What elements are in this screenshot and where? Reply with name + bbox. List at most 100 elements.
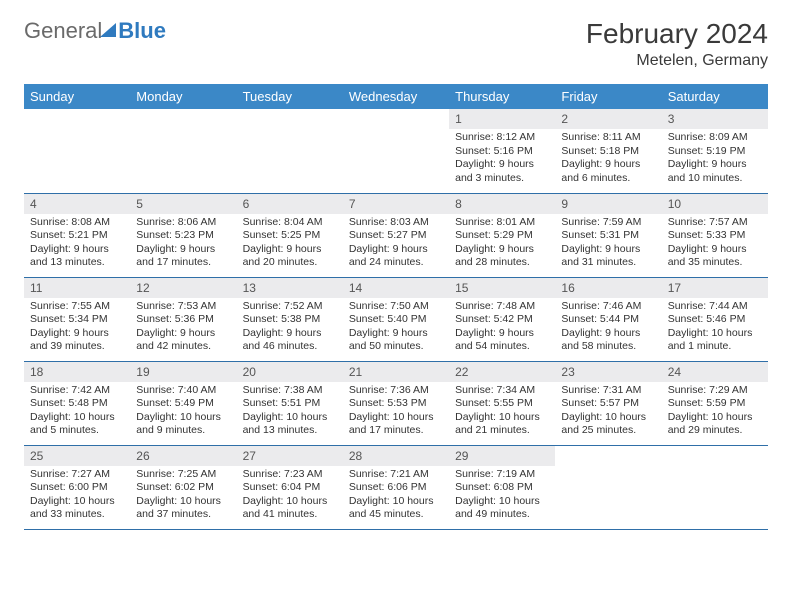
sunset-line: Sunset: 5:38 PM [243,313,337,327]
day-cell: 4Sunrise: 8:08 AMSunset: 5:21 PMDaylight… [24,193,130,277]
sunset-line: Sunset: 5:42 PM [455,313,549,327]
sunrise-line: Sunrise: 8:11 AM [561,131,655,145]
sunset-line: Sunset: 5:48 PM [30,397,124,411]
day-number: 28 [343,446,449,466]
day-info: Sunrise: 7:23 AMSunset: 6:04 PMDaylight:… [237,466,343,527]
sunset-line: Sunset: 5:27 PM [349,229,443,243]
day-cell: 7Sunrise: 8:03 AMSunset: 5:27 PMDaylight… [343,193,449,277]
daylight-line: Daylight: 9 hours and 24 minutes. [349,243,443,270]
empty-cell [24,109,130,193]
daylight-line: Daylight: 9 hours and 35 minutes. [668,243,762,270]
day-info: Sunrise: 8:11 AMSunset: 5:18 PMDaylight:… [555,129,661,190]
day-info: Sunrise: 7:52 AMSunset: 5:38 PMDaylight:… [237,298,343,359]
daylight-line: Daylight: 9 hours and 6 minutes. [561,158,655,185]
daylight-line: Daylight: 9 hours and 42 minutes. [136,327,230,354]
daylight-line: Daylight: 10 hours and 5 minutes. [30,411,124,438]
sunrise-line: Sunrise: 7:59 AM [561,216,655,230]
weekday-header: Friday [555,84,661,109]
month-title: February 2024 [586,18,768,50]
brand-part2: Blue [118,18,166,44]
day-number: 11 [24,278,130,298]
sunset-line: Sunset: 5:55 PM [455,397,549,411]
day-cell: 5Sunrise: 8:06 AMSunset: 5:23 PMDaylight… [130,193,236,277]
day-number: 17 [662,278,768,298]
daylight-line: Daylight: 9 hours and 17 minutes. [136,243,230,270]
day-info: Sunrise: 7:31 AMSunset: 5:57 PMDaylight:… [555,382,661,443]
sunset-line: Sunset: 6:06 PM [349,481,443,495]
daylight-line: Daylight: 10 hours and 9 minutes. [136,411,230,438]
sunset-line: Sunset: 6:04 PM [243,481,337,495]
location: Metelen, Germany [586,52,768,70]
day-cell: 21Sunrise: 7:36 AMSunset: 5:53 PMDayligh… [343,361,449,445]
sunset-line: Sunset: 5:31 PM [561,229,655,243]
day-cell: 10Sunrise: 7:57 AMSunset: 5:33 PMDayligh… [662,193,768,277]
sunset-line: Sunset: 6:08 PM [455,481,549,495]
day-cell: 23Sunrise: 7:31 AMSunset: 5:57 PMDayligh… [555,361,661,445]
day-number: 2 [555,109,661,129]
day-info: Sunrise: 7:44 AMSunset: 5:46 PMDaylight:… [662,298,768,359]
day-number: 23 [555,362,661,382]
day-number: 7 [343,194,449,214]
sunrise-line: Sunrise: 7:29 AM [668,384,762,398]
weekday-header: Saturday [662,84,768,109]
day-number: 5 [130,194,236,214]
day-info: Sunrise: 7:59 AMSunset: 5:31 PMDaylight:… [555,214,661,275]
day-number: 4 [24,194,130,214]
sunrise-line: Sunrise: 7:44 AM [668,300,762,314]
day-number: 27 [237,446,343,466]
daylight-line: Daylight: 10 hours and 13 minutes. [243,411,337,438]
day-number: 29 [449,446,555,466]
day-number: 16 [555,278,661,298]
empty-cell [130,109,236,193]
daylight-line: Daylight: 9 hours and 10 minutes. [668,158,762,185]
sunrise-line: Sunrise: 7:27 AM [30,468,124,482]
empty-cell [343,109,449,193]
empty-cell [237,109,343,193]
weekday-header: Sunday [24,84,130,109]
sunset-line: Sunset: 5:46 PM [668,313,762,327]
calendar-table: SundayMondayTuesdayWednesdayThursdayFrid… [24,84,768,530]
daylight-line: Daylight: 9 hours and 50 minutes. [349,327,443,354]
sunset-line: Sunset: 6:02 PM [136,481,230,495]
day-info: Sunrise: 7:38 AMSunset: 5:51 PMDaylight:… [237,382,343,443]
sunrise-line: Sunrise: 7:50 AM [349,300,443,314]
sunrise-line: Sunrise: 7:40 AM [136,384,230,398]
day-cell: 22Sunrise: 7:34 AMSunset: 5:55 PMDayligh… [449,361,555,445]
sunrise-line: Sunrise: 7:38 AM [243,384,337,398]
sunrise-line: Sunrise: 7:25 AM [136,468,230,482]
brand-part1: General [24,18,102,44]
weekday-header: Thursday [449,84,555,109]
day-number: 19 [130,362,236,382]
day-number: 14 [343,278,449,298]
daylight-line: Daylight: 10 hours and 17 minutes. [349,411,443,438]
sunrise-line: Sunrise: 7:55 AM [30,300,124,314]
sunset-line: Sunset: 5:21 PM [30,229,124,243]
day-number: 15 [449,278,555,298]
calendar-header-row: SundayMondayTuesdayWednesdayThursdayFrid… [24,84,768,109]
day-info: Sunrise: 7:46 AMSunset: 5:44 PMDaylight:… [555,298,661,359]
day-info: Sunrise: 8:03 AMSunset: 5:27 PMDaylight:… [343,214,449,275]
day-info: Sunrise: 8:12 AMSunset: 5:16 PMDaylight:… [449,129,555,190]
sunrise-line: Sunrise: 7:48 AM [455,300,549,314]
sunrise-line: Sunrise: 7:57 AM [668,216,762,230]
daylight-line: Daylight: 10 hours and 21 minutes. [455,411,549,438]
sunrise-line: Sunrise: 7:36 AM [349,384,443,398]
daylight-line: Daylight: 9 hours and 39 minutes. [30,327,124,354]
sunset-line: Sunset: 5:59 PM [668,397,762,411]
header: General Blue February 2024 Metelen, Germ… [24,18,768,70]
day-cell: 15Sunrise: 7:48 AMSunset: 5:42 PMDayligh… [449,277,555,361]
sunset-line: Sunset: 5:40 PM [349,313,443,327]
daylight-line: Daylight: 10 hours and 29 minutes. [668,411,762,438]
brand-logo: General Blue [24,18,166,44]
day-cell: 17Sunrise: 7:44 AMSunset: 5:46 PMDayligh… [662,277,768,361]
day-cell: 1Sunrise: 8:12 AMSunset: 5:16 PMDaylight… [449,109,555,193]
sunset-line: Sunset: 5:44 PM [561,313,655,327]
day-number: 1 [449,109,555,129]
sunrise-line: Sunrise: 7:31 AM [561,384,655,398]
day-cell: 24Sunrise: 7:29 AMSunset: 5:59 PMDayligh… [662,361,768,445]
sunrise-line: Sunrise: 8:08 AM [30,216,124,230]
daylight-line: Daylight: 10 hours and 45 minutes. [349,495,443,522]
sunrise-line: Sunrise: 7:52 AM [243,300,337,314]
day-info: Sunrise: 7:36 AMSunset: 5:53 PMDaylight:… [343,382,449,443]
day-info: Sunrise: 8:01 AMSunset: 5:29 PMDaylight:… [449,214,555,275]
